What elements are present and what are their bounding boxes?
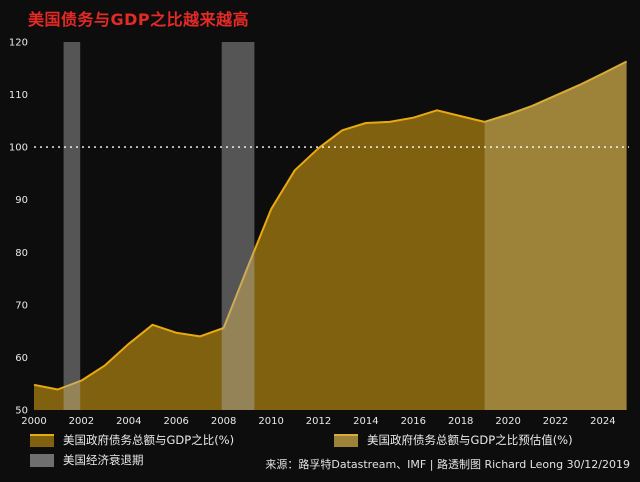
recession-band — [221, 42, 255, 410]
y-tick-label: 60 — [15, 353, 28, 364]
y-tick-label: 80 — [15, 248, 28, 259]
x-tick-label: 2006 — [163, 416, 188, 427]
y-tick-label: 100 — [9, 143, 28, 154]
series-line-1 — [484, 60, 628, 123]
axis-tick-labels: 50 60 70 80 90 100 110 120 2000 2002 2004 2006 2008 2… — [9, 38, 616, 428]
legend-label-recession: 美国经济衰退期 — [63, 453, 144, 467]
series-line-0 — [33, 109, 485, 391]
x-tick-label: 2022 — [543, 416, 568, 427]
legend-label-actual: 美国政府债务总额与GDP之比(%) — [63, 433, 235, 447]
y-tick-label: 50 — [15, 406, 28, 417]
y-tick-label: 90 — [15, 195, 28, 206]
series-area-1 — [484, 61, 627, 410]
x-tick-label: 2012 — [306, 416, 331, 427]
x-tick-label: 2010 — [258, 416, 283, 427]
x-tick-label: 2014 — [353, 416, 378, 427]
recession-band — [63, 42, 81, 410]
x-tick-label: 2002 — [69, 416, 94, 427]
legend-item-actual: 美国政府债务总额与GDP之比(%) — [30, 432, 234, 448]
x-tick-label: 2024 — [590, 416, 615, 427]
chart-series-areas — [33, 60, 628, 411]
x-tick-label: 2018 — [448, 416, 473, 427]
x-tick-label: 2004 — [116, 416, 141, 427]
recession-swatch-icon — [30, 453, 54, 467]
series-area-0 — [34, 110, 485, 411]
x-tick-label: 2000 — [21, 416, 46, 427]
recession-bands — [63, 42, 255, 410]
y-tick-label: 120 — [9, 38, 28, 49]
chart-title: 美国债务与GDP之比越来越高 — [28, 10, 250, 29]
x-tick-label: 2008 — [211, 416, 236, 427]
x-tick-label: 2016 — [401, 416, 426, 427]
debt-gdp-area-chart: 50 60 70 80 90 100 110 120 2000 2002 2004 2006 2008 2… — [9, 38, 629, 428]
source-attribution: 来源：路孚特Datastream、IMF | 路透制图 Richard Leon… — [265, 458, 630, 471]
legend-item-forecast: 美国政府债务总额与GDP之比预估值(%) — [334, 432, 573, 448]
y-tick-label: 70 — [15, 300, 28, 311]
forecast-series-swatch-icon — [334, 433, 358, 447]
y-tick-label: 110 — [9, 90, 28, 101]
actual-series-swatch-icon — [30, 433, 54, 447]
x-tick-label: 2020 — [495, 416, 520, 427]
legend-label-forecast: 美国政府债务总额与GDP之比预估值(%) — [367, 433, 573, 447]
legend-item-recession: 美国经济衰退期 — [30, 452, 144, 468]
